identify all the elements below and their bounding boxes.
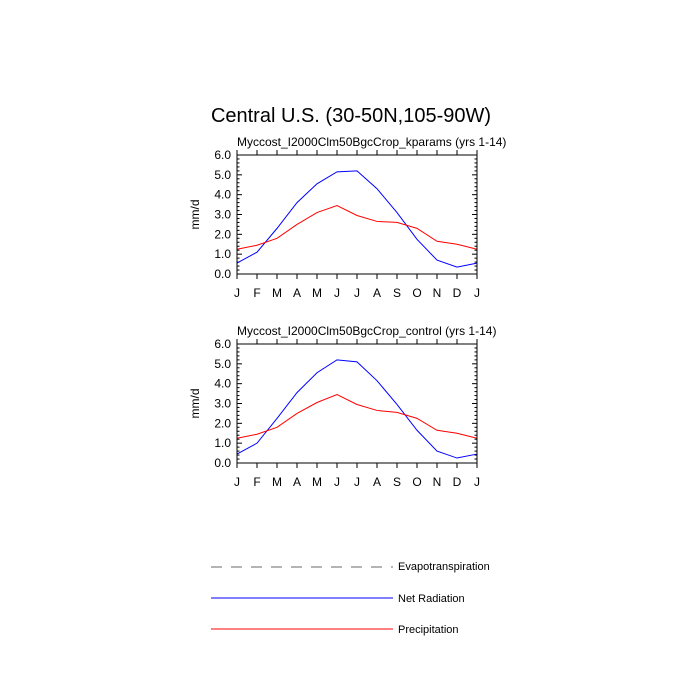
y-tick-label: 0.0 xyxy=(214,267,231,281)
legend-item-evapotranspiration: Evapotranspiration xyxy=(211,561,490,573)
x-tick-label: A xyxy=(293,286,301,300)
legend-label-evapotranspiration: Evapotranspiration xyxy=(398,561,490,573)
x-tick-label: J xyxy=(354,475,360,489)
x-tick-label: A xyxy=(293,475,301,489)
x-tick-label: S xyxy=(393,286,401,300)
x-tick-label: J xyxy=(334,286,340,300)
x-tick-label: M xyxy=(272,286,282,300)
x-tick-label: F xyxy=(253,286,260,300)
x-tick-label: S xyxy=(393,475,401,489)
x-tick-label: O xyxy=(412,475,421,489)
y-tick-label: 6.0 xyxy=(214,337,231,351)
y-tick-label: 4.0 xyxy=(214,188,231,202)
x-tick-label: F xyxy=(253,475,260,489)
panel-title: Myccost_I2000Clm50BgcCrop_control (yrs 1… xyxy=(237,324,496,338)
y-tick-label: 3.0 xyxy=(214,397,231,411)
y-tick-label: 4.0 xyxy=(214,377,231,391)
legend-item-net-radiation: Net Radiation xyxy=(211,593,465,605)
y-axis-label: mm/d xyxy=(188,389,202,419)
series-line-precipitation xyxy=(236,205,478,250)
y-tick-label: 5.0 xyxy=(214,357,231,371)
series-line-precipitation xyxy=(236,394,478,439)
x-tick-label: J xyxy=(334,475,340,489)
y-tick-label: 2.0 xyxy=(214,227,231,241)
x-tick-label: J xyxy=(474,286,480,300)
y-tick-label: 6.0 xyxy=(214,148,231,162)
y-tick-label: 2.0 xyxy=(214,416,231,430)
x-tick-label: A xyxy=(373,475,381,489)
x-tick-label: N xyxy=(433,475,442,489)
x-tick-label: O xyxy=(412,286,421,300)
x-tick-label: J xyxy=(234,286,240,300)
y-axis-label: mm/d xyxy=(188,200,202,230)
legend-label-precipitation: Precipitation xyxy=(398,624,459,636)
series-line-net-radiation xyxy=(236,359,478,459)
x-tick-label: J xyxy=(474,475,480,489)
figure-title: Central U.S. (30-50N,105-90W) xyxy=(211,105,491,127)
x-tick-label: J xyxy=(234,475,240,489)
panel-kparams: Myccost_I2000Clm50BgcCrop_kparams (yrs 1… xyxy=(188,135,506,300)
x-tick-label: D xyxy=(453,475,462,489)
x-tick-label: A xyxy=(373,286,381,300)
y-tick-label: 1.0 xyxy=(214,436,231,450)
panel-control: Myccost_I2000Clm50BgcCrop_control (yrs 1… xyxy=(188,324,496,489)
y-tick-label: 3.0 xyxy=(214,208,231,222)
x-tick-label: D xyxy=(453,286,462,300)
plot-frame xyxy=(236,343,478,464)
legend-item-precipitation: Precipitation xyxy=(211,624,459,636)
y-tick-label: 0.0 xyxy=(214,456,231,470)
y-tick-label: 1.0 xyxy=(214,247,231,261)
x-tick-label: N xyxy=(433,286,442,300)
y-tick-label: 5.0 xyxy=(214,168,231,182)
plot-frame xyxy=(236,154,478,275)
legend: Evapotranspiration Net Radiation Precipi… xyxy=(211,561,490,636)
panel-title: Myccost_I2000Clm50BgcCrop_kparams (yrs 1… xyxy=(237,135,506,149)
series-line-net-radiation xyxy=(236,170,478,268)
x-tick-label: M xyxy=(312,286,322,300)
x-tick-label: M xyxy=(312,475,322,489)
x-tick-label: J xyxy=(354,286,360,300)
legend-label-net-radiation: Net Radiation xyxy=(398,593,465,605)
x-tick-label: M xyxy=(272,475,282,489)
